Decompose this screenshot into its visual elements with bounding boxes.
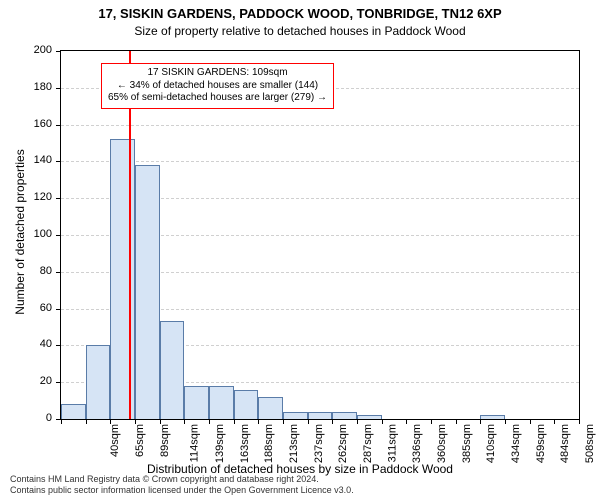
annotation-line: 65% of semi-detached houses are larger (… [108, 92, 327, 105]
y-tick-label: 140 [12, 154, 52, 166]
bar [160, 321, 185, 419]
y-tick-mark [56, 161, 61, 162]
x-tick-label: 114sqm [189, 424, 201, 462]
footer-line: Contains public sector information licen… [10, 485, 354, 496]
y-tick-label: 180 [12, 81, 52, 93]
y-tick-mark [56, 382, 61, 383]
x-tick-label: 213sqm [288, 424, 300, 463]
bar [110, 139, 135, 419]
bar [357, 415, 382, 419]
y-tick-labels: 020406080100120140160180200 [0, 50, 56, 420]
x-tick-label: 484sqm [559, 424, 571, 463]
y-tick-label: 200 [12, 44, 52, 56]
plot-area: 17 SISKIN GARDENS: 109sqm ← 34% of detac… [60, 50, 580, 420]
y-tick-mark [56, 235, 61, 236]
y-tick-label: 80 [12, 265, 52, 277]
x-tick-label: 139sqm [214, 424, 226, 463]
x-tick-label: 311sqm [386, 424, 398, 462]
y-tick-mark [56, 272, 61, 273]
bar [308, 412, 333, 419]
bar [480, 415, 505, 419]
bar [258, 397, 283, 419]
chart-container: 17, SISKIN GARDENS, PADDOCK WOOD, TONBRI… [0, 0, 600, 500]
y-tick-label: 120 [12, 191, 52, 203]
y-tick-mark [56, 345, 61, 346]
chart-title-sub: Size of property relative to detached ho… [0, 24, 600, 38]
x-tick-label: 237sqm [313, 424, 325, 463]
y-tick-mark [56, 198, 61, 199]
x-tick-label: 40sqm [109, 424, 121, 457]
footer-attribution: Contains HM Land Registry data © Crown c… [10, 474, 354, 496]
x-tick-label: 385sqm [461, 424, 473, 463]
x-tick-label: 410sqm [485, 424, 497, 463]
y-tick-label: 20 [12, 375, 52, 387]
annotation-line: 17 SISKIN GARDENS: 109sqm [108, 67, 327, 80]
x-tick-label: 287sqm [362, 424, 374, 463]
y-tick-label: 100 [12, 228, 52, 240]
y-tick-mark [56, 88, 61, 89]
y-tick-label: 40 [12, 338, 52, 350]
footer-line: Contains HM Land Registry data © Crown c… [10, 474, 354, 485]
bar [209, 386, 234, 419]
y-tick-mark [56, 309, 61, 310]
y-tick-label: 60 [12, 302, 52, 314]
x-tick-label: 188sqm [263, 424, 275, 463]
y-tick-label: 160 [12, 118, 52, 130]
bar [332, 412, 357, 419]
grid-line [61, 125, 579, 126]
y-tick-mark [56, 125, 61, 126]
bar [184, 386, 209, 419]
bar [234, 390, 259, 419]
annotation-box: 17 SISKIN GARDENS: 109sqm ← 34% of detac… [101, 63, 334, 109]
grid-line [61, 161, 579, 162]
x-tick-label: 163sqm [239, 424, 251, 463]
x-tick-label: 508sqm [584, 424, 596, 463]
x-tick-label: 459sqm [535, 424, 547, 463]
x-tick-label: 434sqm [510, 424, 522, 463]
x-tick-label: 336sqm [411, 424, 423, 463]
annotation-line: ← 34% of detached houses are smaller (14… [108, 80, 327, 93]
x-tick-label: 360sqm [436, 424, 448, 463]
y-tick-label: 0 [12, 412, 52, 424]
y-tick-mark [56, 51, 61, 52]
x-tick-label: 65sqm [134, 424, 146, 457]
bar [61, 404, 86, 419]
x-tick-label: 262sqm [337, 424, 349, 463]
bar [283, 412, 308, 419]
bar [86, 345, 111, 419]
chart-title-main: 17, SISKIN GARDENS, PADDOCK WOOD, TONBRI… [0, 6, 600, 21]
x-tick-label: 89sqm [159, 424, 171, 457]
bar [135, 165, 160, 419]
